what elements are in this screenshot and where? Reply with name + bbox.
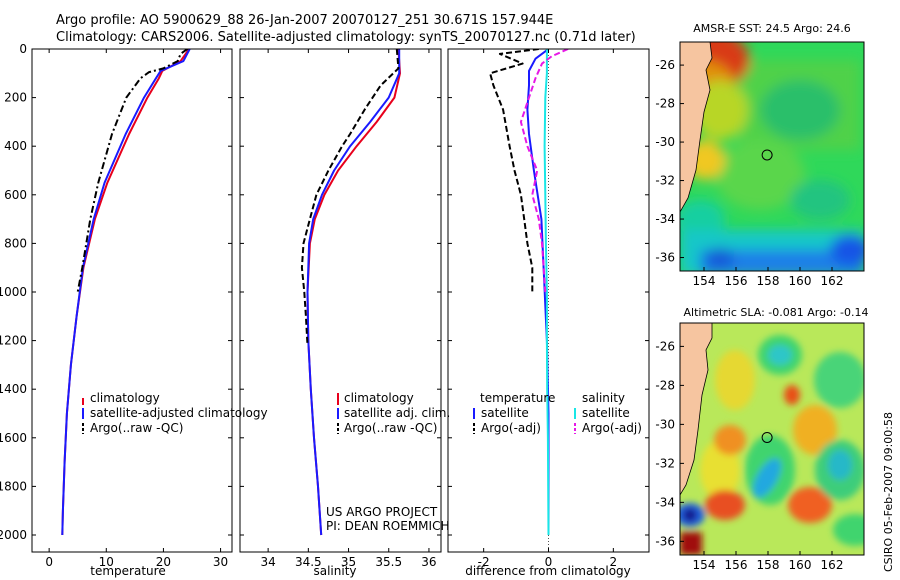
ytick-label: 600 — [4, 188, 27, 202]
salinity-legend: climatology satellite adj. clim. Argo(..… — [337, 391, 450, 435]
series-line-climatology — [306, 49, 401, 536]
ytick-label: 0 — [19, 42, 27, 56]
series-line-argo-raw-qc — [300, 49, 400, 346]
map-xtick-label: 158 — [757, 558, 780, 572]
sla-float-marker — [761, 431, 773, 443]
legend-label-climatology: climatology — [344, 391, 414, 405]
sla-map-frame — [679, 322, 865, 556]
map-ytick-label: -28 — [655, 378, 675, 392]
temperature-axes-frame — [31, 48, 233, 553]
ytick-label: 800 — [4, 236, 27, 250]
ytick-label: 1000 — [0, 285, 27, 299]
series-line-salinity-satellite — [543, 49, 550, 536]
sla-map-title: Altimetric SLA: -0.081 Argo: -0.14 — [684, 306, 869, 319]
ytick-label: 200 — [4, 91, 27, 105]
difference-legend-temperature: temperature satellite Argo(-adj) — [473, 391, 555, 435]
sst-map: AMSR-E SST: 24.5 Argo: 24.6 154 — [655, 22, 865, 288]
sla-land-coast — [680, 323, 713, 496]
map-xtick-label: 162 — [821, 274, 844, 288]
map-ytick-label: -32 — [655, 174, 675, 188]
map-xtick-label: 154 — [693, 274, 716, 288]
difference-legend-salinity: salinity satellite Argo(-adj) — [574, 391, 642, 435]
ytick-label: 2000 — [0, 528, 27, 542]
map-ytick-label: -34 — [655, 212, 675, 226]
map-xtick-label: 158 — [757, 274, 780, 288]
xtick-label: 0 — [45, 555, 53, 569]
legend-label-climatology: climatology — [90, 391, 160, 405]
temperature-xlabel: temperature — [90, 564, 165, 578]
sst-map-title: AMSR-E SST: 24.5 Argo: 24.6 — [693, 22, 851, 35]
xtick-label: 20 — [156, 555, 171, 569]
ytick-label: 400 — [4, 139, 27, 153]
series-line-satellite-adj-clim — [306, 49, 401, 536]
ytick-label: 1400 — [0, 382, 27, 396]
xtick-label: 2 — [610, 555, 618, 569]
ytick-label: 1800 — [0, 479, 27, 493]
legend-label-sal-satellite: satellite — [582, 406, 630, 420]
map-ytick-label: -26 — [655, 339, 675, 353]
legend-label-satellite: satellite adj. clim. — [344, 406, 450, 420]
legend-label-argo: Argo(..raw -QC) — [344, 421, 437, 435]
map-xtick-label: 162 — [821, 558, 844, 572]
figure-title-line2: Climatology: CARS2006. Satellite-adjuste… — [56, 30, 636, 45]
map-xtick-label: 154 — [693, 558, 716, 572]
ytick-label: 1200 — [0, 334, 27, 348]
xtick-label: 30 — [213, 555, 228, 569]
map-ytick-label: -34 — [655, 495, 675, 509]
legend-label-argo: Argo(..raw -QC) — [90, 421, 183, 435]
map-ytick-label: -28 — [655, 97, 675, 111]
ytick-label: 1600 — [0, 431, 27, 445]
map-ytick-label: -32 — [655, 456, 675, 470]
map-xtick-label: 160 — [789, 274, 812, 288]
salinity-panel: 34 34.5 35 35.5 36 salinity climatology sate… — [239, 48, 450, 578]
map-xtick-label: 160 — [789, 558, 812, 572]
series-line-satellite-adjusted-climatology — [61, 49, 191, 536]
project-line1: US ARGO PROJECT — [326, 505, 438, 519]
xtick-label: 10 — [99, 555, 114, 569]
salinity-xlabel: salinity — [313, 564, 356, 578]
xtick-label: 35.5 — [375, 555, 402, 569]
map-xtick-label: 156 — [725, 558, 748, 572]
map-ytick-label: -36 — [655, 251, 675, 265]
map-xtick-label: 156 — [725, 274, 748, 288]
series-line-salinity-argo-adj — [519, 49, 569, 293]
series-line-climatology — [61, 49, 190, 536]
project-line2: PI: DEAN ROEMMICH — [326, 519, 449, 533]
legend-label-satellite: satellite-adjusted climatology — [90, 406, 268, 420]
legend-title-salinity: salinity — [582, 391, 625, 405]
map-ytick-label: -26 — [655, 58, 675, 72]
figure-title-line1: Argo profile: AO 5900629_88 26-Jan-2007 … — [56, 13, 554, 28]
difference-xlabel: difference from climatology — [465, 564, 631, 578]
salinity-axes-frame — [239, 48, 442, 553]
xtick-label: 34 — [260, 555, 275, 569]
series-line-argo-raw-qc — [76, 49, 188, 293]
legend-label-temp-argo: Argo(-adj) — [481, 421, 541, 435]
difference-panel: -2 0 2 difference from climatology tempera… — [447, 48, 650, 578]
sla-map: Altimetric SLA: -0.081 Argo: -0.14 — [655, 306, 869, 572]
xtick-label: -2 — [478, 555, 490, 569]
xtick-label: 34.5 — [295, 555, 322, 569]
map-ytick-label: -30 — [655, 135, 675, 149]
xtick-label: 0 — [545, 555, 553, 569]
sst-land-coast — [680, 42, 713, 213]
temperature-panel: 0 200 400 600 800 1000 1200 1400 1600 1800 2000 0 10… — [0, 42, 268, 578]
legend-title-temperature: temperature — [480, 391, 555, 405]
legend-label-sal-argo: Argo(-adj) — [582, 421, 642, 435]
temperature-legend: climatology satellite-adjusted climatolo… — [82, 391, 268, 435]
legend-label-temp-satellite: satellite — [481, 406, 529, 420]
side-timestamp: CSIRO 05-Feb-2007 09:00:58 — [882, 411, 895, 572]
map-ytick-label: -36 — [655, 534, 675, 548]
sst-float-marker — [761, 149, 773, 161]
xtick-label: 36 — [421, 555, 436, 569]
series-line-temperature-argo-adj — [489, 49, 539, 292]
sst-map-frame — [679, 41, 865, 272]
map-ytick-label: -30 — [655, 417, 675, 431]
xtick-label: 35 — [341, 555, 356, 569]
